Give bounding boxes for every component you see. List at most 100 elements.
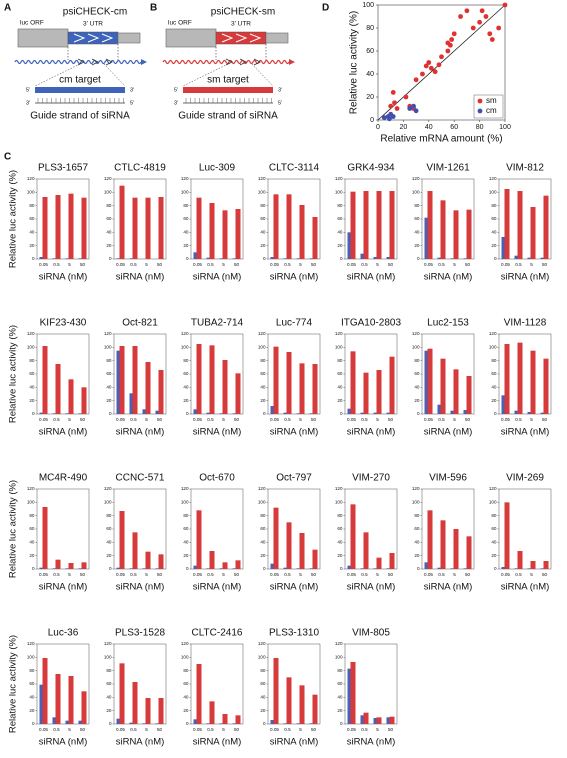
bar xyxy=(158,554,164,569)
bar xyxy=(132,682,138,724)
scatter-point xyxy=(432,69,438,75)
y-tick-label: 40 xyxy=(29,540,35,545)
x-tick-label: 0.05 xyxy=(193,262,202,267)
x-axis-label: siRNA (nM) xyxy=(424,272,473,283)
bar xyxy=(235,715,241,724)
bar xyxy=(129,258,133,259)
x-tick-label: 5 xyxy=(376,572,379,577)
bar xyxy=(65,413,69,414)
y-tick-label: 20 xyxy=(106,553,112,558)
bar xyxy=(158,197,164,259)
x-tick-label: 5 xyxy=(530,572,533,577)
x-tick-label: 50 xyxy=(542,417,548,422)
y-tick-label: 80 xyxy=(29,513,35,518)
x-tick-label: 0.5 xyxy=(53,417,60,422)
bar xyxy=(196,664,202,724)
bar xyxy=(427,348,433,414)
bar xyxy=(530,561,536,569)
x-tick-label: 0.5 xyxy=(53,262,60,267)
y-tick-label: 80 xyxy=(106,203,112,208)
bar xyxy=(42,197,48,259)
x-tick-label: 80 xyxy=(476,124,484,131)
scatter-point xyxy=(445,48,451,54)
scatter-point xyxy=(487,31,493,37)
bar xyxy=(453,529,459,569)
x-tick-label: 50 xyxy=(388,417,394,422)
y-tick-label: 60 xyxy=(29,526,35,531)
x-tick-label: 5 xyxy=(222,417,225,422)
bar xyxy=(142,723,146,724)
orf-label: luc ORF xyxy=(168,20,192,27)
y-tick-label: 80 xyxy=(337,358,343,363)
x-tick-label: 0.05 xyxy=(116,727,125,732)
x-axis-label: siRNA (nM) xyxy=(501,427,550,438)
x-tick-label: 50 xyxy=(234,262,240,267)
mrna-wave xyxy=(162,59,290,65)
bar xyxy=(196,197,202,259)
y-tick-label: 20 xyxy=(29,553,35,558)
bar xyxy=(299,363,305,414)
chart-title: CTLC-4819 xyxy=(114,163,166,174)
y-axis-label: Relative luc activity (%) xyxy=(8,325,19,423)
bar xyxy=(129,722,133,724)
x-tick-label: 0.5 xyxy=(284,262,291,267)
x-tick-label: 5 xyxy=(376,417,379,422)
x-axis-label: siRNA (nM) xyxy=(193,427,242,438)
y-tick-label: 100 xyxy=(362,2,374,9)
zoom-line xyxy=(182,63,229,87)
y-tick-label: 0 xyxy=(370,117,374,124)
y-tick-label: 100 xyxy=(181,190,189,195)
bar xyxy=(527,257,531,259)
bar xyxy=(386,717,390,724)
y-tick-label: 100 xyxy=(489,190,497,195)
y-axis-label: Relative luc activity (%) xyxy=(8,635,19,733)
y-tick-label: 80 xyxy=(183,358,189,363)
y-tick-label: 80 xyxy=(337,513,343,518)
x-tick-label: 5 xyxy=(145,262,148,267)
y-tick-label: 40 xyxy=(337,385,343,390)
bar xyxy=(270,257,274,259)
y-tick-label: 100 xyxy=(104,345,112,350)
x-tick-label: 50 xyxy=(80,572,86,577)
x-tick-label: 50 xyxy=(157,572,163,577)
bar xyxy=(347,232,351,259)
y-tick-label: 100 xyxy=(412,190,420,195)
chart-title: Oct-821 xyxy=(122,318,158,329)
y-tick-label: 80 xyxy=(414,203,420,208)
bar xyxy=(273,507,279,569)
x-tick-label: 50 xyxy=(234,572,240,577)
x-tick-label: 5 xyxy=(453,417,456,422)
x-tick-label: 0.5 xyxy=(515,262,522,267)
y-tick-label: 20 xyxy=(260,708,266,713)
chart-title: PLS3-1657 xyxy=(38,163,88,174)
scatter-point xyxy=(477,19,482,25)
bar xyxy=(232,413,236,414)
y-tick-label: 60 xyxy=(106,681,112,686)
y-tick-label: 120 xyxy=(489,486,497,491)
y-tick-label: 60 xyxy=(29,216,35,221)
bar xyxy=(360,412,364,414)
bar xyxy=(39,684,43,724)
bar xyxy=(52,413,56,414)
x-tick-label: 50 xyxy=(388,727,394,732)
y-tick-label: 60 xyxy=(414,371,420,376)
bar xyxy=(55,195,61,259)
x-axis-label: siRNA (nM) xyxy=(193,272,242,283)
x-tick-label: 0.05 xyxy=(116,262,125,267)
y-tick-label: 20 xyxy=(260,553,266,558)
chart-title: ITGA10-2803 xyxy=(341,318,401,329)
scatter-point xyxy=(420,71,425,77)
y-tick-label: 40 xyxy=(414,230,420,235)
y-tick-label: 60 xyxy=(414,526,420,531)
x-tick-label: 0.05 xyxy=(39,572,48,577)
x-axis-label: siRNA (nM) xyxy=(193,582,242,593)
y-tick-label: 20 xyxy=(29,398,35,403)
chart-title: KIF23-430 xyxy=(40,318,87,329)
chart-title: VIM-812 xyxy=(506,163,544,174)
y-tick-label: 0 xyxy=(32,721,35,726)
bar xyxy=(296,413,300,414)
x-axis-label: siRNA (nM) xyxy=(116,737,165,748)
bar xyxy=(373,568,377,569)
y-tick-label: 100 xyxy=(258,345,266,350)
bar xyxy=(270,406,274,414)
